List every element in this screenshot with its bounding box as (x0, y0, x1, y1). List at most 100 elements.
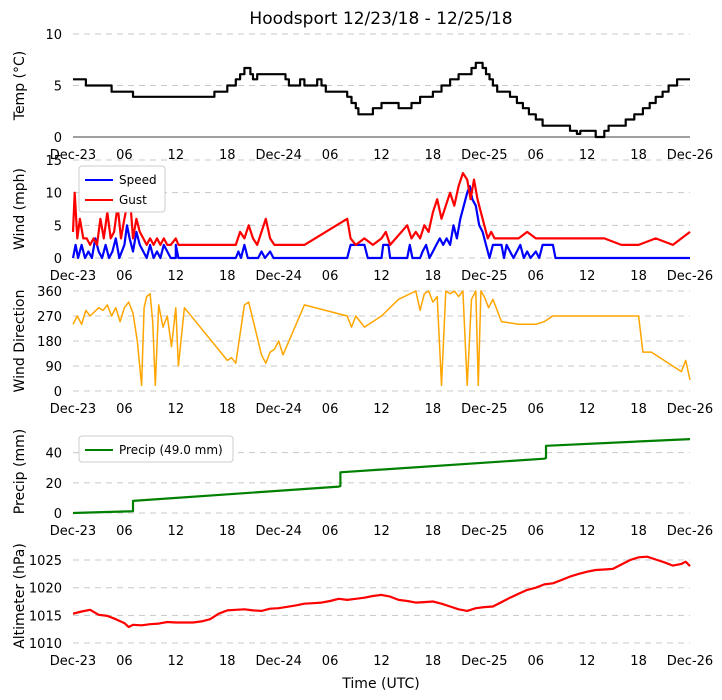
x-tick-label: 12 (168, 524, 185, 539)
y-tick-label: 1020 (29, 582, 62, 597)
y-tick-label: 10 (45, 28, 62, 43)
y-tick-label: 180 (37, 335, 62, 350)
x-tick-label: 18 (425, 402, 442, 417)
x-tick-label: Dec-24 (255, 654, 301, 669)
x-tick-label: 18 (219, 654, 236, 669)
y-tick-label: 0 (54, 252, 62, 267)
x-tick-label: 18 (630, 524, 647, 539)
x-tick-label: 12 (373, 654, 390, 669)
y-axis-label: Wind Direction (12, 290, 28, 393)
y-axis-label: Wind (mph) (12, 168, 28, 250)
x-tick-label: 18 (219, 148, 236, 163)
x-tick-label: 18 (425, 269, 442, 284)
x-tick-label: 06 (527, 269, 544, 284)
series-line-gust (71, 172, 691, 246)
x-tick-label: 12 (168, 148, 185, 163)
y-tick-label: 90 (45, 360, 62, 375)
x-tick-label: Dec-23 (50, 148, 96, 163)
series-line-altimeter (72, 555, 691, 629)
x-tick-label: 18 (425, 654, 442, 669)
series-line-direction (72, 290, 691, 387)
x-tick-label: 06 (116, 148, 133, 163)
x-tick-label: 12 (579, 402, 596, 417)
x-tick-label: 06 (116, 269, 133, 284)
x-tick-label: 12 (579, 654, 596, 669)
x-tick-label: 18 (630, 269, 647, 284)
x-tick-label: 12 (579, 269, 596, 284)
x-tick-label: 06 (527, 402, 544, 417)
x-tick-label: Dec-26 (667, 148, 713, 163)
x-tick-label: Dec-24 (255, 524, 301, 539)
x-tick-label: 18 (219, 402, 236, 417)
x-tick-label: 06 (116, 524, 133, 539)
x-tick-label: Dec-24 (255, 402, 301, 417)
x-tick-label: 06 (527, 148, 544, 163)
y-tick-label: 20 (45, 477, 62, 492)
legend-label: Precip (49.0 mm) (119, 443, 223, 457)
series-line-speed (71, 185, 690, 260)
x-tick-label: Dec-24 (255, 269, 301, 284)
x-tick-label: 06 (116, 654, 133, 669)
panel-wind_direction: 0 90 180 270 360 Wind Direction Dec-23 06 12 18 De… (12, 285, 713, 417)
panel-temperature: 0 5 10 Temp (°C) Dec-23 06 12 18 Dec-24 06 12 18 Dec… (12, 28, 713, 163)
x-axis-label: Time (UTC) (341, 676, 419, 692)
x-tick-label: 18 (630, 402, 647, 417)
chart-title: Hoodsport 12/23/18 - 12/25/18 (249, 9, 512, 29)
legend-label: Speed (119, 173, 157, 187)
x-tick-label: Dec-26 (667, 654, 713, 669)
x-tick-label: Dec-24 (255, 148, 301, 163)
y-tick-label: 0 (54, 385, 62, 400)
x-tick-label: Dec-25 (461, 269, 507, 284)
y-tick-label: 1015 (29, 609, 62, 624)
x-tick-label: 12 (579, 524, 596, 539)
y-tick-label: 40 (45, 447, 62, 462)
x-tick-label: 18 (425, 148, 442, 163)
x-tick-label: 12 (373, 148, 390, 163)
y-tick-label: 10 (45, 187, 62, 202)
x-tick-label: 18 (219, 269, 236, 284)
x-tick-label: 12 (373, 524, 390, 539)
x-tick-label: Dec-25 (461, 402, 507, 417)
x-tick-label: Dec-23 (50, 269, 96, 284)
y-tick-label: 1025 (29, 554, 62, 569)
x-tick-label: 06 (527, 654, 544, 669)
x-tick-label: 12 (168, 654, 185, 669)
x-tick-label: 18 (219, 524, 236, 539)
y-axis-label: Altimeter (hPa) (12, 543, 28, 649)
y-tick-label: 0 (54, 131, 62, 146)
y-tick-label: 1010 (29, 637, 62, 652)
y-axis-label: Temp (°C) (12, 51, 28, 121)
y-tick-label: 5 (54, 80, 62, 95)
series-line-temp (73, 61, 690, 139)
x-tick-label: 06 (322, 402, 339, 417)
panel-wind: 0 5 10 15 Wind (mph) Dec-23 06 12 18 Dec-24 06 12 18… (12, 154, 713, 284)
x-tick-label: 06 (322, 148, 339, 163)
x-tick-label: 12 (168, 402, 185, 417)
x-tick-label: Dec-23 (50, 654, 96, 669)
x-tick-label: Dec-26 (667, 524, 713, 539)
x-tick-label: 12 (168, 269, 185, 284)
legend-box (78, 435, 234, 463)
y-tick-label: 270 (37, 310, 62, 325)
x-tick-label: 12 (373, 269, 390, 284)
series-line-precip (72, 438, 691, 515)
x-tick-label: 12 (579, 148, 596, 163)
x-tick-label: Dec-25 (461, 524, 507, 539)
y-axis-label: Precip (mm) (12, 429, 28, 514)
x-tick-label: Dec-25 (461, 148, 507, 163)
x-tick-label: 18 (630, 654, 647, 669)
x-tick-label: Dec-23 (50, 524, 96, 539)
chart-panels: 0 5 10 Temp (°C) Dec-23 06 12 18 Dec-24 06 12 18 Dec… (12, 28, 713, 669)
x-tick-label: Dec-23 (50, 402, 96, 417)
x-tick-label: 18 (630, 148, 647, 163)
x-tick-label: Dec-25 (461, 654, 507, 669)
y-tick-label: 0 (54, 507, 62, 522)
x-tick-label: 06 (527, 524, 544, 539)
legend-label: Gust (119, 193, 147, 207)
panel-precipitation: 0 20 40 Precip (mm) Dec-23 06 12 18 Dec-24 06 12 18… (12, 429, 713, 539)
x-tick-label: Dec-26 (667, 269, 713, 284)
x-tick-label: Dec-26 (667, 402, 713, 417)
x-tick-label: 06 (322, 524, 339, 539)
